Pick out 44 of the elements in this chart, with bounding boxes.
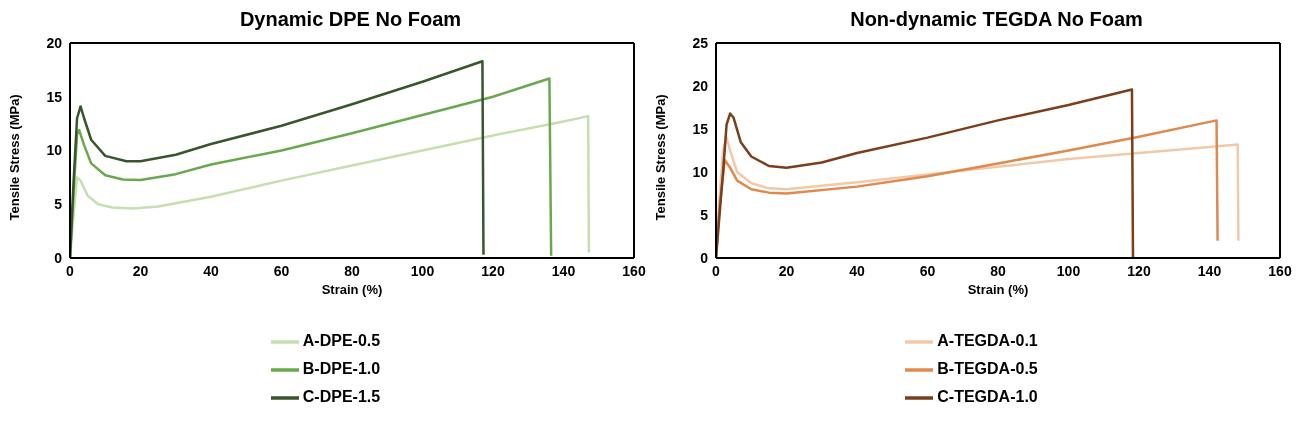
x-tick-label: 100 bbox=[1056, 262, 1081, 279]
x-tick-label: 80 bbox=[344, 262, 360, 279]
y-axis-title: Tensile Stress (MPa) bbox=[6, 94, 22, 221]
x-tick-label: 40 bbox=[203, 262, 219, 279]
y-tick-label: 10 bbox=[692, 163, 709, 180]
line-series bbox=[716, 88, 1135, 258]
x-tick-label: 60 bbox=[919, 262, 936, 279]
chart-title: Dynamic DPE No Foam bbox=[238, 8, 463, 32]
legend-label: A-DPE-0.5 bbox=[302, 332, 381, 350]
y-tick-label: 5 bbox=[54, 196, 63, 213]
x-tick-label: 160 bbox=[1268, 262, 1292, 279]
legend-label: C-DPE-1.5 bbox=[302, 388, 381, 406]
x-tick-label: 20 bbox=[778, 262, 795, 279]
legend-label: C-TEGDA-1.0 bbox=[937, 388, 1038, 406]
y-tick-label: 5 bbox=[700, 206, 709, 223]
x-tick-label: 160 bbox=[622, 262, 646, 279]
x-tick-label: 80 bbox=[990, 262, 1006, 279]
x-tick-label: 0 bbox=[66, 262, 75, 279]
y-tick-label: 15 bbox=[692, 120, 709, 137]
x-tick-label: 0 bbox=[712, 262, 721, 279]
y-tick-label: 15 bbox=[46, 88, 63, 105]
y-tick-label: 10 bbox=[46, 142, 63, 159]
line-series bbox=[70, 60, 485, 258]
x-axis-title: Strain (%) bbox=[321, 282, 383, 297]
x-tick-label: 120 bbox=[1127, 262, 1151, 279]
x-tick-label: 100 bbox=[410, 262, 435, 279]
x-tick-label: 20 bbox=[132, 262, 149, 279]
legend-label: B-DPE-1.0 bbox=[302, 360, 381, 378]
x-tick-label: 120 bbox=[481, 262, 505, 279]
chart-title: Non-dynamic TEGDA No Foam bbox=[849, 8, 1144, 32]
x-tick-label: 140 bbox=[1197, 262, 1222, 279]
y-tick-label: 0 bbox=[54, 249, 63, 266]
legend-label: B-TEGDA-0.5 bbox=[937, 360, 1038, 378]
y-tick-label: 0 bbox=[700, 249, 709, 266]
legend-label: A-TEGDA-0.1 bbox=[937, 332, 1038, 350]
y-tick-label: 25 bbox=[692, 34, 709, 51]
y-tick-label: 20 bbox=[46, 34, 63, 51]
x-tick-label: 140 bbox=[551, 262, 576, 279]
x-axis-title: Strain (%) bbox=[967, 282, 1029, 297]
line-series bbox=[70, 114, 591, 258]
y-tick-label: 20 bbox=[692, 77, 709, 94]
x-tick-label: 40 bbox=[849, 262, 865, 279]
x-tick-label: 60 bbox=[273, 262, 290, 279]
y-axis-title: Tensile Stress (MPa) bbox=[652, 94, 668, 221]
